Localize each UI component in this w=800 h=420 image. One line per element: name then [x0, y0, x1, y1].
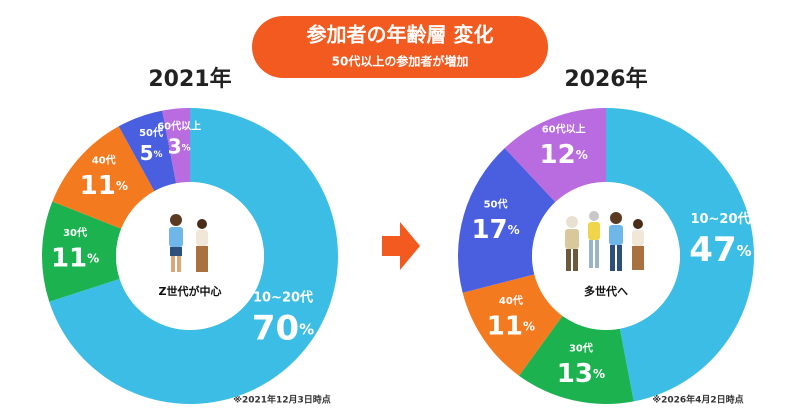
arrow — [382, 222, 420, 270]
center-label: 多世代へ — [584, 284, 628, 298]
subtitle: 50代以上の参加者が増加 — [332, 54, 469, 69]
figure-part — [171, 256, 175, 272]
figure-part — [170, 214, 182, 226]
center-disc — [116, 182, 264, 330]
figure-part — [197, 219, 207, 229]
footnote: ※2021年12月3日時点 — [233, 394, 331, 406]
figure-part — [609, 225, 623, 245]
center-label: Z世代が中心 — [159, 284, 222, 298]
category-label: 40代 — [499, 294, 523, 307]
figure-part — [566, 216, 578, 228]
figure-part — [617, 245, 622, 271]
figure-part — [595, 240, 599, 268]
donut-segment — [52, 126, 155, 229]
figure-part — [632, 246, 644, 270]
donut-segment — [118, 110, 177, 192]
figure-part — [566, 249, 571, 271]
figure-part — [565, 229, 579, 249]
value-label: 11% — [487, 311, 535, 341]
donut-segment — [41, 201, 122, 302]
figure-part — [589, 211, 599, 221]
figure-part — [588, 222, 600, 240]
value-label: 17% — [471, 214, 519, 244]
category-label: 10~20代 — [690, 211, 750, 227]
figure-part — [610, 245, 615, 271]
category-label: 50代 — [139, 126, 163, 139]
donut-segment — [504, 108, 606, 203]
donut-segment — [458, 148, 556, 293]
figure-part — [177, 256, 181, 272]
center-disc — [532, 182, 680, 330]
charts: 2021年 ※2021年12月3日時点 10~20代 70% 30代 11% 40代 11% 5… — [41, 66, 754, 406]
footnote: ※2026年4月2日時点 — [652, 394, 743, 406]
people-illustration — [169, 214, 208, 272]
category-label: 40代 — [92, 153, 116, 166]
figure-part — [573, 249, 578, 271]
value-label: 11% — [51, 243, 99, 273]
chart-title: 2026年 — [564, 66, 647, 92]
donut-segment — [462, 274, 563, 376]
title-pill — [252, 16, 548, 78]
category-label: 30代 — [569, 342, 593, 355]
value-label: 3% — [168, 134, 191, 158]
people-illustration — [565, 211, 644, 271]
donut-chart: 2021年 ※2021年12月3日時点 10~20代 70% 30代 11% 40代 11% 5… — [41, 66, 338, 406]
category-label: 10~20代 — [253, 290, 313, 306]
category-label: 60代以上 — [542, 123, 586, 136]
figure-part — [633, 219, 643, 229]
category-label: 60代以上 — [157, 120, 201, 133]
value-label: 70% — [252, 308, 314, 348]
figure-part — [610, 212, 622, 224]
value-label: 11% — [80, 170, 128, 200]
category-label: 30代 — [63, 226, 87, 239]
donut-segment — [162, 108, 190, 184]
donut-chart: 2026年 ※2026年4月2日時点 10~20代 47% 30代 13% 40代 11% 50… — [458, 66, 754, 406]
donut-segment — [519, 315, 634, 404]
donut-segment — [606, 108, 754, 402]
donut-segment — [49, 108, 338, 404]
figure-part — [196, 246, 208, 272]
value-label: 12% — [540, 140, 588, 170]
value-label: 47% — [689, 230, 751, 270]
value-label: 13% — [557, 359, 605, 389]
value-label: 5% — [140, 140, 163, 164]
title: 参加者の年齢層 変化 — [307, 23, 494, 47]
category-label: 50代 — [484, 197, 508, 210]
figure-part — [632, 230, 644, 246]
figure-part — [170, 247, 182, 256]
chart-title: 2021年 — [148, 66, 231, 92]
figure-part — [589, 240, 593, 268]
figure-part — [196, 230, 208, 246]
figure-part — [169, 227, 183, 247]
